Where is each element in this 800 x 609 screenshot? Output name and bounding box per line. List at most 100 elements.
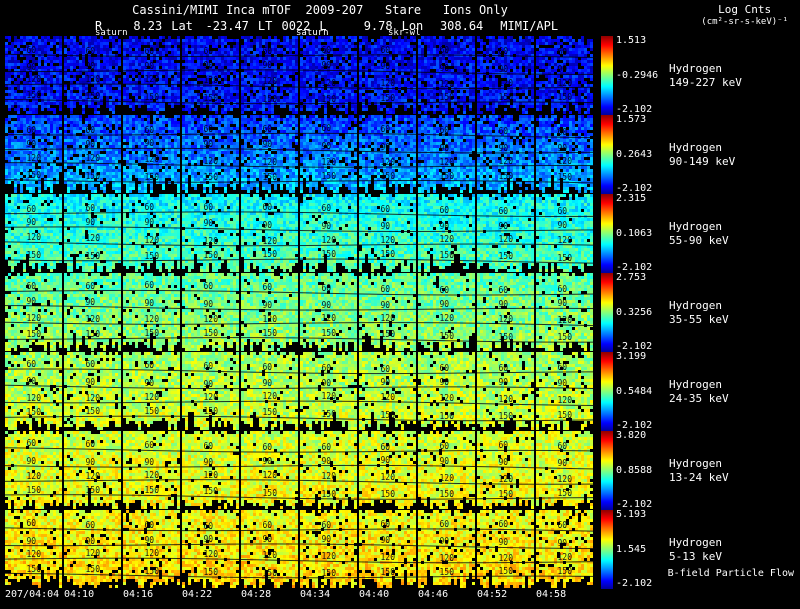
time-tick: 04:46: [418, 589, 449, 600]
ephemeris-lon-value: 308.64: [439, 19, 484, 33]
spectrogram-row: 5.193 1.545 -2.102 Hydrogen 5-13 keV: [0, 510, 800, 589]
scale-mid: 0.5484: [616, 385, 653, 397]
heatmap-canvas: [5, 431, 599, 510]
energy-label: Hydrogen 5-13 keV: [663, 510, 800, 589]
ephemeris-lt-value: 0022: [281, 19, 311, 33]
scale-max: 5.193: [616, 509, 647, 520]
heatmap-canvas: [5, 194, 599, 273]
energy-range-label: 149-227 keV: [669, 75, 742, 89]
ephemeris-lon-label: Lon: [401, 19, 424, 33]
annotation-saturn-2: saturn: [296, 28, 329, 38]
annotation-skr-wl: skr-wl: [388, 28, 421, 38]
scale-min: -2.102: [616, 183, 653, 194]
colorbar: [601, 115, 613, 194]
ephemeris-line: R 8.23 Lat -23.47 LT 0022 L 9.78 Lon 308.64 MIMI/A…: [95, 19, 558, 33]
scale-min: -2.102: [616, 499, 653, 510]
annotation-saturn-1: saturn: [95, 28, 128, 38]
species-label: Hydrogen: [669, 298, 722, 312]
time-tick: 04:58: [536, 589, 567, 600]
ephemeris-l-label: L: [319, 19, 327, 33]
time-tick: 04:22: [182, 589, 213, 600]
colorbar-scale: 3.820 0.8588 -2.102: [613, 431, 663, 510]
time-tick: 04:40: [359, 589, 390, 600]
scale-min: -2.102: [616, 578, 653, 589]
energy-range-label: 55-90 keV: [669, 233, 729, 247]
scale-max: 1.573: [616, 114, 647, 125]
colorbar-scale: 1.573 0.2643 -2.102: [613, 115, 663, 194]
spectrogram-row: 2.315 0.1063 -2.102 Hydrogen 55-90 keV: [0, 194, 800, 273]
colorbar: [601, 352, 613, 431]
colorbar-title-units: (cm²-sr-s-keV)⁻¹: [701, 17, 788, 27]
colorbar-scale: 2.753 0.3256 -2.102: [613, 273, 663, 352]
ephemeris-lt-label: LT: [257, 19, 273, 33]
scale-max: 3.199: [616, 351, 647, 362]
scale-mid: -0.2946: [616, 69, 659, 81]
time-axis: 207/04:04 04:10 04:16 04:22 04:28 04:34 …: [5, 589, 599, 600]
energy-range-label: 13-24 keV: [669, 470, 729, 484]
heatmap-canvas: [5, 510, 599, 589]
scale-min: -2.102: [616, 104, 653, 115]
colorbar-title-line1: Log Cnts: [718, 3, 772, 16]
scale-max: 3.820: [616, 430, 647, 441]
energy-label: Hydrogen 90-149 keV: [663, 115, 800, 194]
energy-label: Hydrogen 13-24 keV: [663, 431, 800, 510]
time-tick: 04:10: [64, 589, 95, 600]
energy-label: Hydrogen 149-227 keV: [663, 36, 800, 115]
credit: MIMI/APL: [500, 19, 559, 33]
colorbar: [601, 36, 613, 115]
scale-min: -2.102: [616, 262, 653, 273]
energy-label: Hydrogen 35-55 keV: [663, 273, 800, 352]
time-tick: 04:28: [241, 589, 272, 600]
spectrogram-row: 1.573 0.2643 -2.102 Hydrogen 90-149 keV: [0, 115, 800, 194]
time-tick: 207/04:04: [5, 589, 60, 600]
energy-range-label: 90-149 keV: [669, 154, 736, 168]
spectrogram-rows: 1.513 -0.2946 -2.102 Hydrogen 149-227 ke…: [0, 36, 800, 589]
scale-mid: 1.545: [616, 543, 647, 555]
ephemeris-l-value: 9.78: [363, 19, 393, 33]
species-label: Hydrogen: [669, 219, 722, 233]
scale-max: 1.513: [616, 35, 647, 46]
scale-min: -2.102: [616, 420, 653, 431]
spectrogram-row: 2.753 0.3256 -2.102 Hydrogen 35-55 keV: [0, 273, 800, 352]
colorbar: [601, 431, 613, 510]
spectrogram-row: 1.513 -0.2946 -2.102 Hydrogen 149-227 ke…: [0, 36, 800, 115]
heatmap-canvas: [5, 273, 599, 352]
scale-mid: 0.8588: [616, 464, 653, 476]
colorbar: [601, 273, 613, 352]
colorbar: [601, 510, 613, 589]
species-label: Hydrogen: [669, 456, 722, 470]
colorbar-scale: 5.193 1.545 -2.102: [613, 510, 663, 589]
species-label: Hydrogen: [669, 377, 722, 391]
ephemeris-r-value: 8.23: [133, 19, 163, 33]
energy-label: Hydrogen 24-35 keV: [663, 352, 800, 431]
heatmap-canvas: [5, 115, 599, 194]
bfield-particle-flow-note: B-field Particle Flow: [667, 568, 794, 579]
colorbar-scale: 3.199 0.5484 -2.102: [613, 352, 663, 431]
species-label: Hydrogen: [669, 140, 722, 154]
ephemeris-lat-label: Lat: [171, 19, 193, 33]
colorbar: [601, 194, 613, 273]
spectrogram-row: 3.199 0.5484 -2.102 Hydrogen 24-35 keV: [0, 352, 800, 431]
colorbar-scale: 1.513 -0.2946 -2.102: [613, 36, 663, 115]
heatmap-canvas: [5, 352, 599, 431]
colorbar-title: Log Cnts (cm²-sr-s-keV)⁻¹: [701, 3, 788, 29]
heatmap-canvas: [5, 36, 599, 115]
spectrogram-row: 3.820 0.8588 -2.102 Hydrogen 13-24 keV: [0, 431, 800, 510]
scale-max: 2.315: [616, 193, 647, 204]
scale-mid: 0.3256: [616, 306, 653, 318]
species-label: Hydrogen: [669, 61, 722, 75]
energy-label: Hydrogen 55-90 keV: [663, 194, 800, 273]
ephemeris-lat-value: -23.47: [205, 19, 249, 33]
time-tick: 04:16: [123, 589, 154, 600]
energy-range-label: 5-13 keV: [669, 549, 722, 563]
scale-mid: 0.2643: [616, 148, 653, 160]
energy-range-label: 24-35 keV: [669, 391, 729, 405]
ephemeris-r-label: R: [95, 19, 103, 33]
time-tick: 04:34: [300, 589, 331, 600]
colorbar-scale: 2.315 0.1063 -2.102: [613, 194, 663, 273]
scale-max: 2.753: [616, 272, 647, 283]
species-label: Hydrogen: [669, 535, 722, 549]
page-title: Cassini/MIMI Inca mTOF 2009-207 Stare Io…: [132, 3, 508, 17]
time-tick: 04:52: [477, 589, 508, 600]
